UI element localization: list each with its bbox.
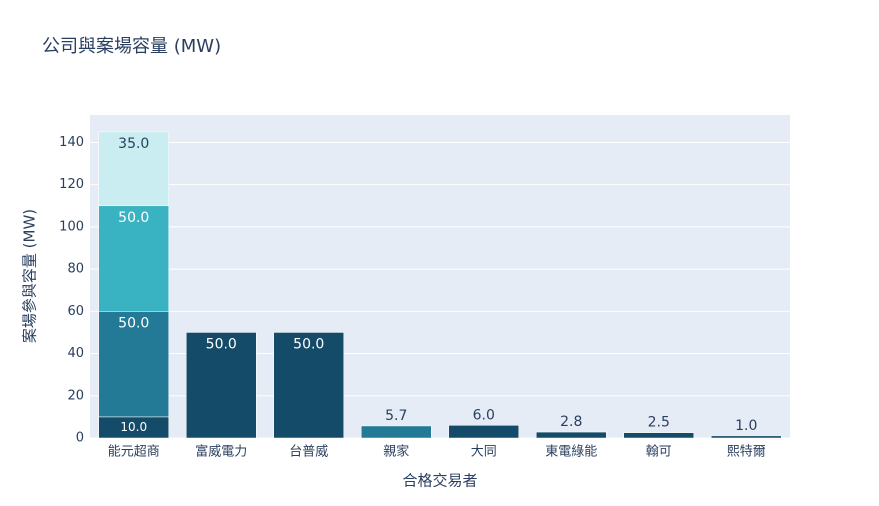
value-label: 50.0 bbox=[206, 336, 237, 352]
value-label: 50.0 bbox=[293, 336, 324, 352]
value-label: 1.0 bbox=[735, 418, 757, 434]
y-tick-label: 0 bbox=[76, 431, 84, 446]
y-tick-label: 120 bbox=[59, 177, 84, 192]
bar bbox=[623, 432, 694, 439]
bar bbox=[273, 332, 344, 439]
x-tick-label: 大同 bbox=[471, 445, 497, 460]
bar bbox=[98, 205, 169, 312]
y-tick-label: 140 bbox=[59, 135, 84, 150]
y-tick-label: 60 bbox=[67, 304, 84, 319]
x-axis-label: 合格交易者 bbox=[402, 472, 477, 490]
bar bbox=[448, 425, 519, 439]
y-tick-label: 20 bbox=[67, 388, 84, 403]
value-label: 50.0 bbox=[118, 210, 149, 226]
value-label: 35.0 bbox=[118, 136, 149, 152]
value-label: 5.7 bbox=[385, 408, 407, 424]
x-tick-label: 熙特爾 bbox=[727, 445, 766, 460]
y-axis-label: 案場參與容量 (MW) bbox=[21, 209, 39, 343]
value-label: 2.5 bbox=[648, 415, 670, 431]
value-label: 10.0 bbox=[120, 420, 147, 434]
x-tick-label: 翰可 bbox=[646, 445, 672, 460]
value-label: 2.8 bbox=[560, 414, 582, 430]
bar bbox=[186, 332, 257, 439]
x-tick-label: 富威電力 bbox=[195, 444, 247, 460]
bar bbox=[711, 435, 782, 439]
x-tick-label: 親家 bbox=[383, 444, 409, 460]
x-tick-label: 台普威 bbox=[289, 445, 328, 460]
y-tick-label: 80 bbox=[67, 262, 84, 277]
x-tick-label: 能元超商 bbox=[108, 445, 160, 460]
bar bbox=[98, 311, 169, 418]
y-tick-label: 40 bbox=[67, 346, 84, 361]
value-label: 50.0 bbox=[118, 315, 149, 331]
x-tick-label: 東電綠能 bbox=[545, 444, 597, 460]
chart-title: 公司與案場容量 (MW) bbox=[42, 36, 221, 57]
y-tick-label: 100 bbox=[59, 219, 84, 234]
bar bbox=[361, 425, 432, 439]
bar bbox=[536, 431, 607, 439]
bar bbox=[98, 131, 169, 207]
value-label: 6.0 bbox=[473, 407, 495, 423]
